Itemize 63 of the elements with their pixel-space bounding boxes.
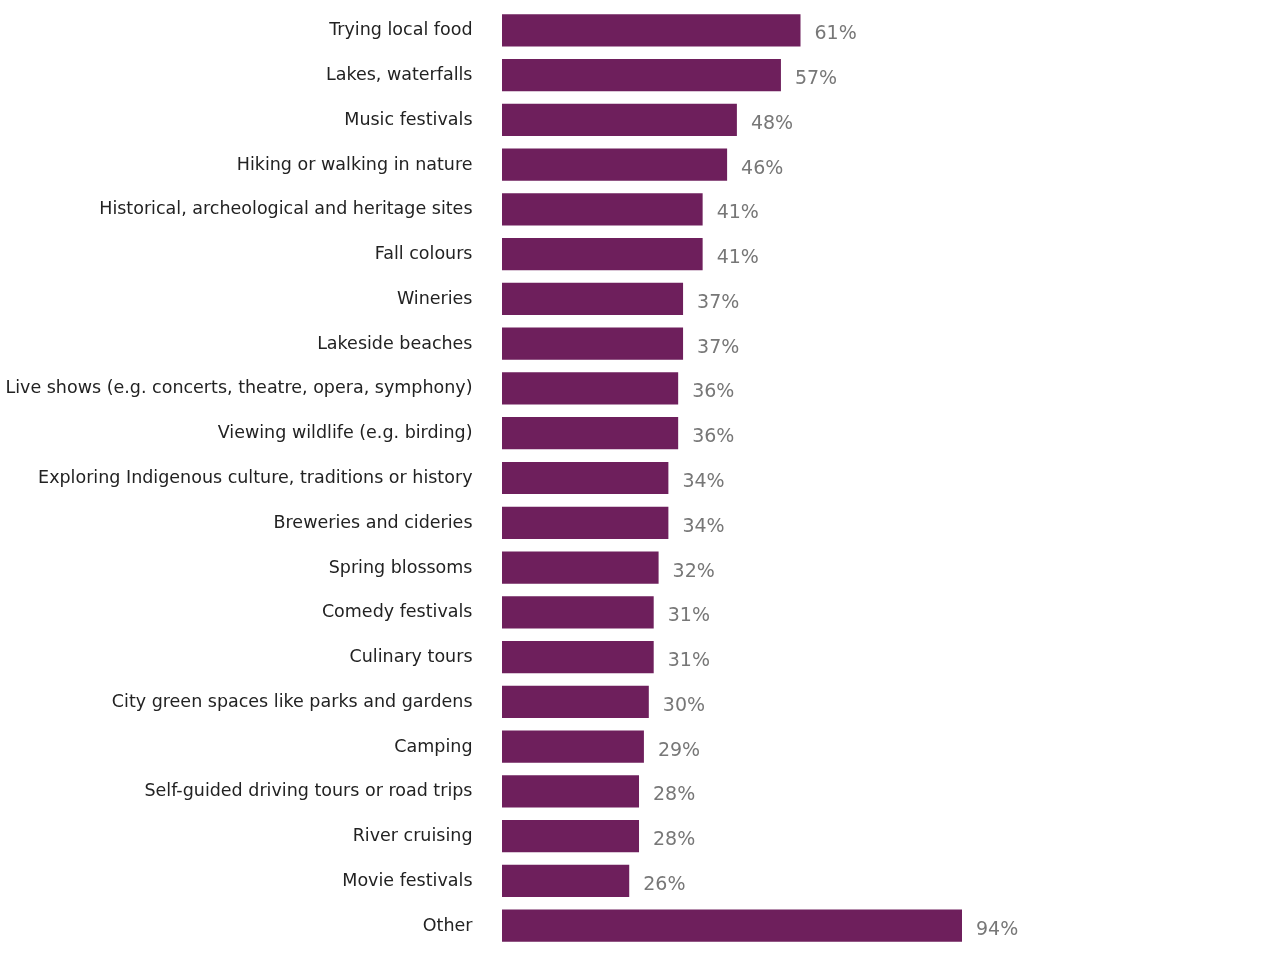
data-label: 34% bbox=[682, 513, 725, 536]
bar bbox=[502, 282, 684, 316]
data-label: 36% bbox=[692, 424, 735, 447]
bar bbox=[502, 372, 679, 405]
bar bbox=[502, 417, 679, 450]
data-label: 28% bbox=[653, 827, 696, 850]
bar bbox=[502, 775, 640, 808]
y-tick-label: Camping bbox=[394, 735, 473, 756]
data-label: 36% bbox=[692, 379, 735, 402]
bar bbox=[502, 596, 654, 629]
bar bbox=[502, 864, 630, 897]
y-tick-label: Music festivals bbox=[344, 108, 473, 129]
bar bbox=[502, 148, 728, 181]
y-tick-label: Exploring Indigenous culture, traditions or history bbox=[38, 467, 473, 487]
bar bbox=[502, 506, 669, 539]
y-tick-label: Lakes, waterfalls bbox=[325, 64, 473, 85]
bar bbox=[502, 640, 654, 674]
bar bbox=[502, 103, 737, 137]
y-tick-label: Historical, archeological and heritage sites bbox=[99, 198, 473, 219]
data-label: 37% bbox=[697, 334, 740, 357]
bar bbox=[502, 730, 644, 763]
data-label: 57% bbox=[794, 66, 838, 89]
data-label: 31% bbox=[667, 648, 710, 671]
bar bbox=[502, 14, 801, 47]
y-tick-label: Culinary tours bbox=[349, 646, 473, 667]
y-tick-label: Hiking or walking in nature bbox=[236, 153, 473, 174]
y-tick-label: Spring blossoms bbox=[328, 556, 473, 577]
bar bbox=[502, 193, 703, 226]
data-label: 37% bbox=[697, 289, 740, 312]
data-label: 28% bbox=[653, 782, 696, 805]
data-label: 41% bbox=[716, 200, 759, 223]
data-label: 26% bbox=[643, 871, 686, 894]
y-tick-label: Movie festivals bbox=[342, 869, 473, 890]
y-tick-label: Fall colours bbox=[374, 243, 473, 264]
data-label: 48% bbox=[750, 110, 794, 133]
y-tick-label: Wineries bbox=[396, 287, 473, 308]
y-tick-label: Breweries and cideries bbox=[273, 511, 473, 532]
data-label: 31% bbox=[667, 603, 710, 626]
y-tick-label: Live shows (e.g. concerts, theatre, opera, symphony) bbox=[5, 377, 473, 398]
y-tick-label: Self-guided driving tours or road trips bbox=[144, 780, 473, 801]
y-tick-label: Other bbox=[422, 914, 474, 935]
y-tick-label: Comedy festivals bbox=[321, 601, 473, 622]
data-label: 41% bbox=[716, 245, 759, 268]
bar bbox=[502, 685, 649, 718]
y-tick-label: City green spaces like parks and gardens bbox=[111, 690, 473, 711]
bar bbox=[502, 238, 703, 271]
data-label: 29% bbox=[657, 737, 701, 760]
bar bbox=[502, 551, 659, 584]
bar bbox=[502, 909, 962, 942]
data-label: 34% bbox=[682, 469, 725, 491]
data-label: 46% bbox=[741, 155, 784, 178]
y-tick-label: River cruising bbox=[352, 825, 473, 846]
bar bbox=[502, 461, 669, 495]
y-tick-label: Viewing wildlife (e.g. birding) bbox=[217, 422, 473, 443]
bar bbox=[502, 327, 684, 360]
bar bbox=[502, 819, 640, 853]
bar bbox=[502, 59, 781, 92]
data-label: 30% bbox=[662, 692, 706, 715]
data-label: 32% bbox=[672, 558, 715, 581]
y-tick-label: Lakeside beaches bbox=[317, 332, 473, 353]
y-tick-label: Trying local food bbox=[328, 19, 473, 40]
data-label: 61% bbox=[814, 21, 857, 44]
data-label: 94% bbox=[976, 916, 1019, 939]
